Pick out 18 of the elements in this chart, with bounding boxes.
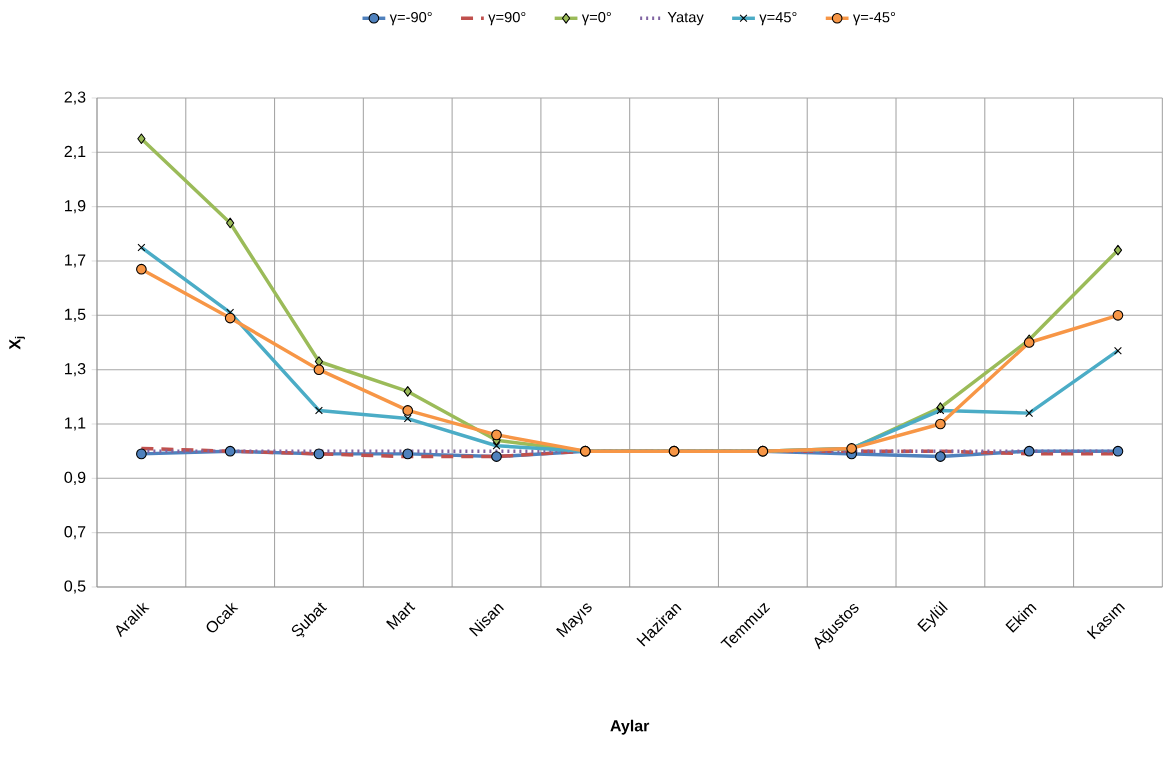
y-tick-label: 1,5 bbox=[65, 308, 86, 322]
legend-label: γ=0° bbox=[581, 11, 611, 26]
legend-label: γ=45° bbox=[759, 11, 797, 26]
y-tick-label: 2,3 bbox=[64, 91, 86, 105]
y-tick-label: 1,3 bbox=[65, 363, 86, 377]
legend-label: γ=90° bbox=[488, 11, 526, 26]
y-tick-label: 1,7 bbox=[65, 254, 86, 268]
y-tick-label: 0,9 bbox=[64, 471, 86, 485]
legend-label: Yatay bbox=[667, 12, 704, 26]
y-tick-label: 2,1 bbox=[64, 145, 86, 159]
y-tick-label: 0,5 bbox=[64, 580, 86, 594]
y-tick-label: 0,7 bbox=[64, 526, 86, 540]
y-tick-label: 1,1 bbox=[65, 417, 86, 431]
legend-label: γ=-90° bbox=[389, 11, 432, 26]
legend-label: γ=-45° bbox=[852, 11, 896, 26]
y-axis-title: X$_{j}$ bbox=[9, 336, 25, 350]
x-axis-title: Aylar bbox=[610, 719, 650, 735]
y-tick-label: 1,9 bbox=[65, 200, 86, 214]
